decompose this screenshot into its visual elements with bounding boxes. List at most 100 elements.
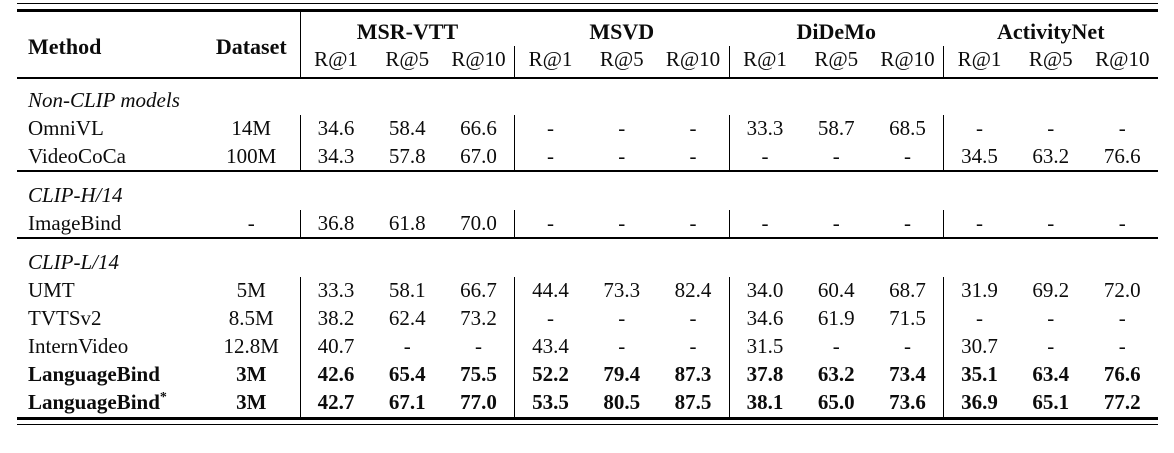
value-cell: 34.3 [299,143,372,172]
table-row: VideoCoCa 100M 34.3 57.8 67.0- - - - - -34.5 63.2 7… [17,143,1158,172]
value-cell: 34.0 [728,277,801,306]
value-cell: 73.2 [460,306,497,331]
value-cell: 58.7 [817,116,855,141]
value-cell: 68.7 [889,278,926,303]
value-cell: - [689,306,697,331]
value-cell: 69.2 [1032,278,1070,303]
value-cell: - [728,143,801,172]
dataset-cell: - [247,210,255,235]
value-cell: - [1118,306,1126,331]
value-cell: 65.1 [1032,390,1070,415]
value-cell: 63.4 [1032,362,1070,387]
section-row: CLIP-H/14 [17,170,1159,211]
value-cell: 87.3 [674,362,712,387]
header-row-groups: Method Dataset MSR-VTT MSVD DiDeMo Activity… [17,12,1158,80]
value-cell: - [514,115,586,144]
method-cell: TVTSv2 [28,306,102,331]
value-cell: - [1047,210,1055,235]
value-cell: 80.5 [603,390,641,415]
value-cell: 65.0 [817,390,855,415]
value-cell: 77.0 [460,390,497,415]
value-cell: 57.8 [388,143,426,168]
value-cell: - [943,115,1016,144]
value-cell: 43.4 [514,333,586,362]
value-cell: - [689,334,697,359]
value-cell: 61.8 [388,210,426,235]
value-cell: - [1118,116,1126,141]
value-cell: - [475,334,482,359]
dataset-cell: 8.5M [228,306,274,331]
value-cell: - [514,210,586,239]
value-cell: - [904,210,911,235]
section-row: CLIP-L/14 [17,237,1159,278]
value-cell: 87.5 [674,390,712,415]
value-cell: - [943,210,1016,239]
value-cell: 71.5 [889,306,926,331]
value-cell: 62.4 [388,306,426,331]
value-cell: 58.1 [388,278,426,303]
value-cell: 63.2 [817,362,855,387]
value-cell: 68.5 [889,116,926,141]
metric-header: R@1 [943,45,1016,80]
method-cell: ImageBind [28,210,122,235]
value-cell: 42.7 [299,389,372,418]
value-cell: 63.2 [1032,143,1070,168]
retrieval-results-table: Method Dataset MSR-VTT MSVD DiDeMo Activity… [17,12,1159,418]
value-cell: 73.4 [889,362,926,387]
value-cell: 36.9 [943,389,1016,418]
value-cell: 65.4 [388,362,426,387]
dataset-cell: 100M [226,143,277,168]
value-cell: 53.5 [514,389,586,418]
metric-header: R@10 [1086,45,1159,80]
table-row: InternVideo 12.8M 40.7 - - 43.4 - - 31.5 - - 30.7 - - [17,333,1158,362]
value-cell: - [728,210,801,239]
metric-header: R@10 [872,45,944,80]
value-cell: 31.5 [728,333,801,362]
method-cell: OmniVL [28,116,104,141]
table-row: ImageBind -36.8 61.8 70.0- - - - - - - - - [17,210,1158,239]
value-cell: 34.5 [943,143,1016,172]
method-cell: LanguageBind* [28,390,167,415]
method-cell: VideoCoCa [28,143,126,168]
value-cell: - [618,210,626,235]
method-cell: InternVideo [28,334,129,359]
metric-header: R@5 [371,45,443,80]
method-superscript: * [159,390,167,406]
value-cell: - [904,334,911,359]
value-cell: 36.8 [299,210,372,239]
value-cell: 73.3 [603,278,641,303]
value-cell: - [689,143,697,168]
value-cell: 76.6 [1103,362,1141,387]
header-row-metrics: R@1 R@5 R@10 R@1 R@5 R@10 R@1 R@5 R@10 R@1 R@5 R@10 [17,45,1159,80]
value-cell: 38.1 [728,389,801,418]
value-cell: - [403,334,411,359]
value-cell: 40.7 [299,333,372,362]
group-header-msvd: MSVD [589,19,655,44]
table-top-rule [17,3,1158,12]
value-cell: - [1047,116,1055,141]
metric-header: R@10 [443,45,515,80]
value-cell: 31.9 [943,277,1016,306]
value-cell: 82.4 [674,278,712,303]
table-body: Non-CLIP models OmniVL 14M 34.6 58.4 66.6- - -3… [17,78,1159,418]
value-cell: 66.7 [460,278,497,303]
value-cell: - [832,210,840,235]
dataset-column-header: Dataset [203,12,300,80]
value-cell: 73.6 [889,390,926,415]
value-cell: 37.8 [728,361,801,390]
results-table-container: Method Dataset MSR-VTT MSVD DiDeMo Activity… [17,3,1159,426]
value-cell: - [618,306,626,331]
value-cell: 72.0 [1103,278,1141,303]
value-cell: 34.6 [728,305,801,334]
dataset-cell: 3M [236,362,267,387]
value-cell: 60.4 [817,278,855,303]
value-cell: - [689,210,697,235]
metric-header: R@1 [514,45,586,80]
section-header: CLIP-L/14 [17,237,1159,278]
section-row: Non-CLIP models [17,78,1158,115]
method-cell: UMT [28,278,75,303]
value-cell: 52.2 [514,361,586,390]
value-cell: - [514,143,586,172]
value-cell: 77.2 [1103,390,1141,415]
value-cell: - [943,305,1016,334]
